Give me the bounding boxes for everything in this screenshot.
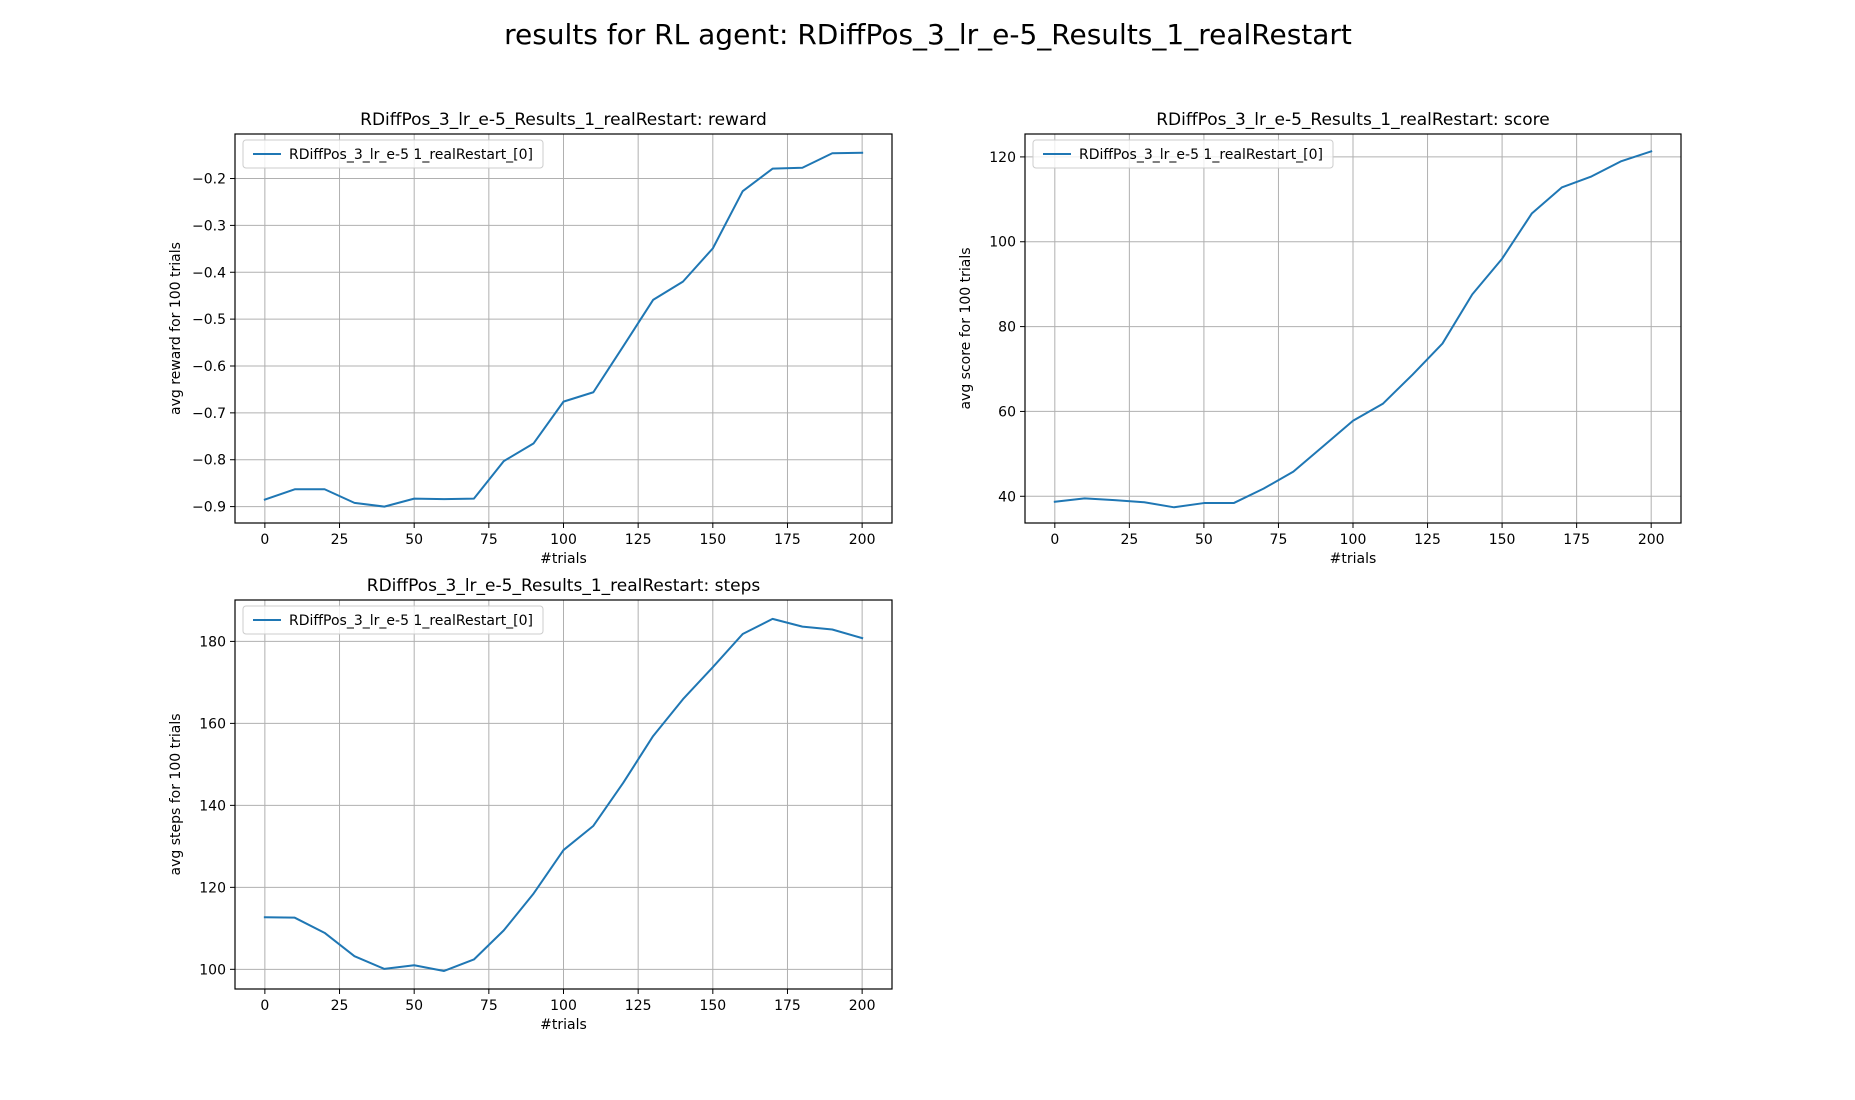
x-tick-label: 50 (405, 532, 423, 548)
x-axis-label: #trials (1330, 551, 1377, 567)
y-tick-label: −0.6 (192, 359, 226, 375)
y-axis-label: avg reward for 100 trials (168, 242, 184, 415)
x-tick-label: 100 (1340, 532, 1367, 548)
y-tick-label: −0.2 (192, 172, 226, 188)
x-tick-label: 175 (1563, 532, 1590, 548)
x-axis-label: #trials (540, 1017, 587, 1033)
chart-score: 0 25 50 75 100 125 150 175 200 40 60 80 100 120 RDiffP… (958, 110, 1682, 567)
chart-title: RDiffPos_3_lr_e-5_Results_1_realRestart:… (1156, 110, 1550, 130)
legend-box (1032, 139, 1334, 169)
chart-reward: 0 25 50 75 100 125 150 175 200 −0.9 −0.8 −0.7 −0.6 −0… (168, 110, 893, 567)
x-tick-label: 0 (1050, 532, 1059, 548)
x-tick-label: 150 (1489, 532, 1516, 548)
y-tick-label: 60 (998, 404, 1016, 420)
y-tick-label: −0.9 (192, 500, 226, 516)
x-tick-label: 50 (405, 998, 423, 1014)
x-tick-label: 25 (331, 532, 349, 548)
y-tick-label: 160 (199, 716, 226, 732)
x-tick-label: 125 (1414, 532, 1441, 548)
x-tick-label: 175 (774, 532, 801, 548)
chart-title: RDiffPos_3_lr_e-5_Results_1_realRestart:… (360, 110, 767, 130)
x-axis-label: #trials (540, 551, 587, 567)
x-tick-label: 125 (625, 532, 652, 548)
y-axis-label: avg steps for 100 trials (168, 714, 184, 876)
x-tick-label: 150 (699, 532, 726, 548)
legend-label: RDiffPos_3_lr_e-5 1_realRestart_[0] (1079, 147, 1323, 163)
y-tick-label: −0.5 (192, 312, 226, 328)
series-line (263, 151, 864, 508)
legend-box (242, 139, 544, 169)
y-tick-label: 80 (998, 320, 1016, 336)
x-tick-label: 150 (699, 998, 726, 1014)
figure-suptitle: results for RL agent: RDiffPos_3_lr_e-5_… (504, 18, 1352, 51)
y-tick-label: −0.3 (192, 218, 226, 234)
x-tick-label: 125 (625, 998, 652, 1014)
y-tick-label: 180 (199, 634, 226, 650)
y-tick-label: 100 (199, 962, 226, 978)
x-tick-label: 25 (331, 998, 349, 1014)
legend-label: RDiffPos_3_lr_e-5 1_realRestart_[0] (289, 147, 533, 163)
x-tick-label: 25 (1120, 532, 1138, 548)
axes-layer: 0 25 50 75 100 125 150 175 200 −0.9 −0.8 −0.7 −0.6 −0… (168, 110, 1682, 1033)
x-tick-label: 75 (1270, 532, 1288, 548)
legend-box (242, 605, 544, 635)
x-tick-label: 100 (550, 532, 577, 548)
y-axis-label: avg score for 100 trials (958, 247, 974, 409)
series-line (263, 617, 864, 972)
x-tick-label: 0 (260, 998, 269, 1014)
legend: RDiffPos_3_lr_e-5 1_realRestart_[0] (1032, 139, 1334, 169)
x-tick-label: 175 (774, 998, 801, 1014)
x-tick-label: 50 (1195, 532, 1213, 548)
chart-title: RDiffPos_3_lr_e-5_Results_1_realRestart:… (367, 576, 761, 596)
chart-steps: 0 25 50 75 100 125 150 175 200 100 120 140 160 180 RDi… (168, 576, 893, 1033)
legend: RDiffPos_3_lr_e-5 1_realRestart_[0] (242, 605, 544, 635)
y-tick-label: 120 (199, 880, 226, 896)
y-tick-label: 140 (199, 798, 226, 814)
x-tick-label: 200 (849, 532, 876, 548)
x-tick-label: 100 (550, 998, 577, 1014)
legend-label: RDiffPos_3_lr_e-5 1_realRestart_[0] (289, 613, 533, 629)
x-tick-label: 75 (480, 998, 498, 1014)
x-tick-label: 200 (1638, 532, 1665, 548)
y-tick-label: −0.8 (192, 453, 226, 469)
x-tick-label: 75 (480, 532, 498, 548)
x-tick-label: 200 (849, 998, 876, 1014)
legend: RDiffPos_3_lr_e-5 1_realRestart_[0] (242, 139, 544, 169)
y-tick-label: 120 (989, 150, 1016, 166)
series-line (1053, 150, 1653, 509)
y-tick-label: −0.4 (192, 265, 226, 281)
y-tick-label: 100 (989, 235, 1016, 251)
x-tick-label: 0 (260, 532, 269, 548)
y-tick-label: −0.7 (192, 406, 226, 422)
y-tick-label: 40 (998, 489, 1016, 505)
